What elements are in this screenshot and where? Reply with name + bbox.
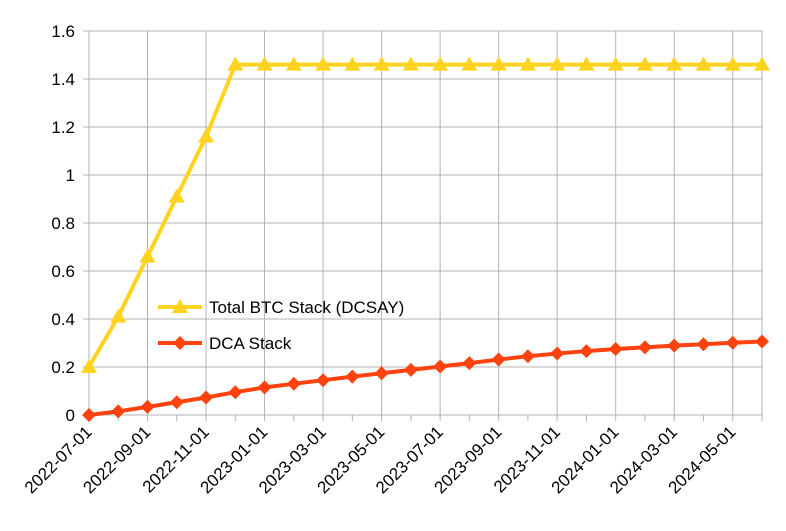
diamond-marker	[520, 349, 535, 364]
triangle-marker	[81, 359, 97, 373]
triangle-marker	[490, 56, 507, 71]
triangle-marker	[168, 188, 185, 203]
diamond-marker	[462, 356, 477, 371]
triangle-marker	[373, 56, 390, 71]
y-tick-label: 0	[66, 406, 75, 425]
series-line-1	[88, 339, 763, 417]
series-line-0	[87, 62, 762, 369]
triangle-marker	[549, 56, 566, 71]
diamond-marker	[199, 390, 214, 405]
y-tick-label: 1.4	[51, 70, 75, 89]
triangle-marker	[724, 56, 741, 71]
triangle-marker	[666, 56, 683, 71]
diamond-marker	[403, 362, 418, 377]
triangle-marker	[344, 56, 361, 71]
triangle-marker	[607, 56, 624, 71]
diamond-marker	[374, 366, 389, 381]
diamond-marker	[82, 408, 96, 422]
y-tick-label: 1.2	[51, 118, 75, 137]
diamond-marker	[725, 335, 740, 350]
diamond-marker	[257, 380, 272, 395]
diamond-marker	[491, 352, 506, 367]
triangle-marker	[285, 56, 302, 71]
diamond-marker	[228, 385, 243, 400]
diamond-marker	[637, 340, 652, 355]
diamond-marker	[286, 376, 301, 391]
triangle-marker	[402, 56, 419, 71]
y-tick-label: 0.2	[51, 358, 75, 377]
legend-marker-1	[173, 336, 187, 350]
y-tick-label: 0.8	[51, 214, 75, 233]
triangle-marker	[110, 308, 127, 323]
diamond-marker	[550, 346, 565, 361]
triangle-marker	[139, 248, 156, 263]
diamond-marker	[696, 337, 711, 352]
diamond-marker	[755, 334, 769, 349]
diamond-marker	[140, 399, 155, 414]
diamond-marker	[345, 369, 360, 384]
triangle-marker	[636, 56, 653, 71]
triangle-marker	[256, 56, 273, 71]
legend-label-1: DCA Stack	[209, 334, 292, 353]
triangle-marker	[432, 56, 449, 71]
triangle-marker	[578, 56, 595, 71]
diamond-marker	[111, 404, 126, 419]
triangle-marker	[754, 56, 770, 71]
legend-label-0: Total BTC Stack (DCSAY)	[209, 298, 404, 317]
triangle-marker	[519, 56, 536, 71]
y-tick-label: 0.4	[51, 310, 75, 329]
legend-marker-0	[172, 299, 188, 313]
y-tick-label: 1.6	[51, 22, 75, 41]
diamond-marker	[579, 344, 594, 359]
triangle-marker	[198, 128, 215, 143]
y-tick-label: 0.6	[51, 262, 75, 281]
diamond-marker	[433, 359, 448, 374]
triangle-marker	[315, 56, 332, 71]
diamond-marker	[316, 373, 331, 388]
triangle-marker	[227, 56, 244, 71]
triangle-marker	[461, 56, 478, 71]
y-tick-label: 1	[66, 166, 75, 185]
triangle-marker	[695, 56, 712, 71]
diamond-marker	[608, 342, 623, 356]
diamond-marker	[667, 338, 682, 353]
diamond-marker	[169, 395, 184, 410]
